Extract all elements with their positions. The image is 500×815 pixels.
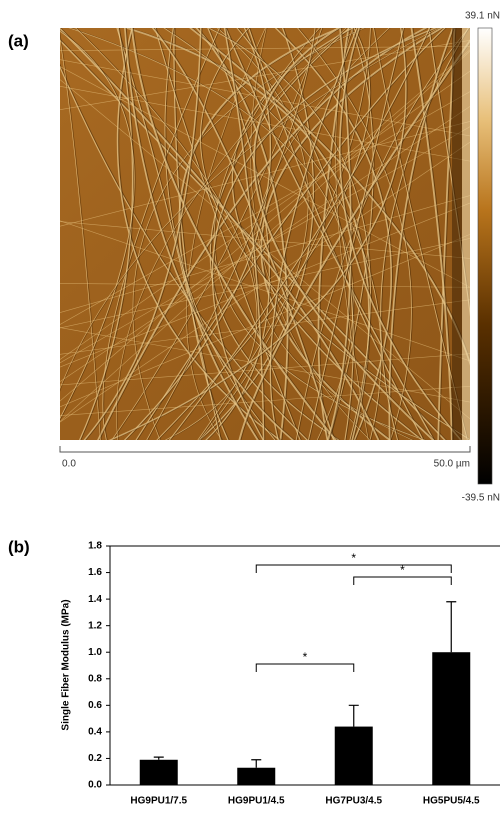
- y-tick-label: 0.4: [88, 727, 102, 738]
- y-tick-label: 0.6: [88, 700, 102, 711]
- error-bar: [154, 757, 164, 760]
- figure: (a) 39.1 nN -39.5 nN 0.0 50.0 µm (b) Sin…: [0, 0, 500, 815]
- significance-bracket: [354, 577, 452, 585]
- scale-bar: [60, 446, 470, 452]
- scale-end: 50.0 µm: [434, 459, 470, 470]
- x-tick-label: HG5PU5/4.5: [423, 796, 480, 807]
- significance-label: *: [303, 650, 308, 664]
- bar: [140, 760, 178, 785]
- x-tick-label: HG7PU3/4.5: [325, 796, 382, 807]
- error-bar: [446, 602, 456, 652]
- error-bar: [251, 760, 261, 768]
- edge-band: [462, 28, 470, 440]
- significance-bracket: [256, 664, 354, 672]
- y-tick-label: 1.6: [88, 567, 102, 578]
- y-tick-label: 0.8: [88, 673, 102, 684]
- colorbar: [478, 28, 492, 484]
- colorbar-min: -39.5 nN: [462, 493, 500, 504]
- y-tick-label: 1.8: [88, 541, 102, 552]
- y-axis-label: Single Fiber Modulus (MPa): [61, 599, 72, 730]
- y-tick-label: 0.0: [88, 780, 102, 791]
- error-bar: [349, 705, 359, 726]
- bar: [237, 768, 275, 785]
- panel-label: (b): [8, 537, 30, 556]
- significance-bracket: [256, 565, 451, 573]
- y-tick-label: 1.4: [88, 594, 102, 605]
- bar: [432, 652, 470, 785]
- significance-label: *: [351, 551, 356, 565]
- scale-start: 0.0: [62, 459, 76, 470]
- x-tick-label: HG9PU1/7.5: [130, 796, 187, 807]
- colorbar-max: 39.1 nN: [465, 11, 500, 22]
- y-tick-label: 0.2: [88, 753, 102, 764]
- edge-band: [452, 28, 462, 440]
- bar: [335, 727, 373, 785]
- x-tick-label: HG9PU1/4.5: [228, 796, 285, 807]
- y-tick-label: 1.0: [88, 647, 102, 658]
- y-tick-label: 1.2: [88, 620, 102, 631]
- panel-label: (a): [8, 31, 29, 50]
